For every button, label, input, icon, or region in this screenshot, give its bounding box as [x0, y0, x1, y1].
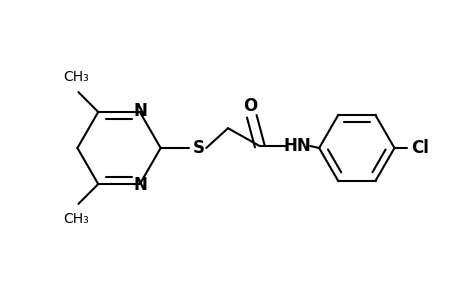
Text: S: S: [192, 139, 204, 157]
Text: N: N: [134, 176, 147, 194]
Text: O: O: [242, 98, 257, 116]
Text: CH₃: CH₃: [63, 70, 89, 84]
Text: HN: HN: [283, 137, 311, 155]
Text: CH₃: CH₃: [63, 212, 89, 226]
Text: N: N: [134, 102, 147, 120]
Text: Cl: Cl: [410, 139, 428, 157]
